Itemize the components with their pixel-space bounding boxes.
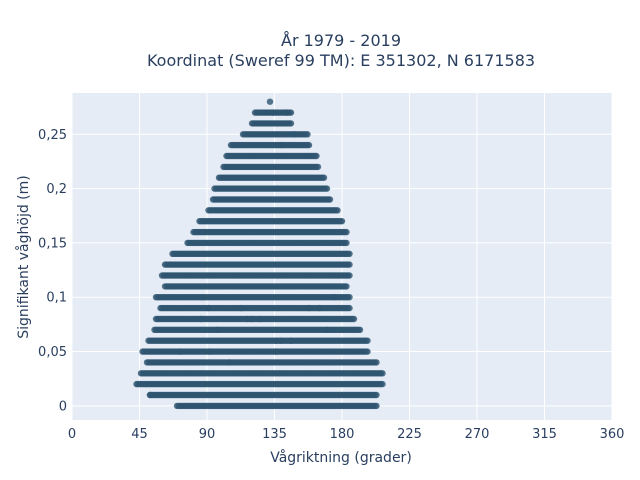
data-point (269, 109, 277, 116)
data-point (287, 337, 295, 344)
data-point (283, 109, 290, 116)
data-point (278, 141, 286, 149)
chart-title-line2: Koordinat (Sweref 99 TM): E 351302, N 61… (147, 51, 535, 70)
y-tick-label: 0,15 (38, 236, 67, 251)
data-point (305, 141, 313, 149)
data-point (320, 174, 328, 181)
data-point (277, 337, 284, 344)
data-point (346, 304, 353, 312)
x-axis-title: Vågriktning (grader) (270, 449, 412, 466)
data-point (343, 239, 350, 247)
chart-title-line1: År 1979 - 2019 (281, 31, 401, 50)
data-point (287, 109, 295, 116)
x-tick-label: 270 (465, 427, 490, 442)
data-point (346, 250, 353, 257)
y-axis-ticks: 0 0,05 0,1 0,15 0,2 0,25 (38, 128, 67, 415)
data-point (331, 294, 338, 301)
y-tick-label: 0 (59, 399, 67, 414)
data-point (244, 315, 251, 323)
y-tick-label: 0,25 (38, 128, 67, 143)
data-point (373, 391, 380, 399)
data-point (272, 348, 280, 355)
y-tick-label: 0,2 (46, 182, 67, 197)
data-point (206, 348, 214, 355)
data-point (256, 315, 263, 323)
x-tick-label: 315 (532, 427, 557, 442)
data-points (133, 98, 386, 410)
data-point (304, 131, 311, 138)
y-axis-title: Signifikant våghöjd (m) (15, 175, 32, 338)
data-point (199, 294, 206, 301)
data-point (266, 98, 274, 105)
x-tick-label: 135 (262, 427, 287, 442)
data-point (343, 283, 350, 290)
data-point (364, 337, 371, 344)
x-tick-label: 225 (397, 427, 422, 442)
x-tick-label: 0 (68, 427, 76, 442)
data-point (323, 185, 331, 192)
data-point (272, 337, 280, 344)
x-tick-label: 45 (131, 427, 148, 442)
x-tick-label: 90 (199, 427, 216, 442)
data-point (176, 348, 184, 355)
data-point (343, 228, 350, 236)
data-point (346, 294, 353, 301)
data-point (305, 304, 313, 312)
data-point (326, 196, 334, 203)
x-tick-label: 180 (330, 427, 355, 442)
data-point (346, 272, 353, 279)
data-point (197, 315, 205, 323)
data-point (334, 207, 341, 214)
data-point (379, 380, 386, 388)
data-point (226, 359, 233, 366)
data-point (313, 152, 320, 160)
data-point (287, 120, 295, 127)
data-point (214, 326, 221, 333)
data-point (238, 304, 245, 312)
y-tick-label: 0,05 (38, 345, 67, 360)
data-point (290, 131, 298, 138)
y-tick-label: 0,1 (46, 291, 67, 306)
data-point (346, 261, 353, 268)
data-point (314, 163, 322, 171)
x-axis-ticks: 0 45 90 135 180 225 270 315 360 (68, 427, 625, 442)
data-point (146, 391, 154, 399)
data-point (338, 218, 346, 225)
data-point (373, 402, 380, 410)
data-point (379, 370, 386, 377)
data-point (248, 315, 256, 323)
data-point (350, 315, 358, 323)
data-point (364, 348, 371, 355)
data-point (205, 304, 212, 312)
data-point (316, 304, 323, 312)
x-tick-label: 360 (600, 427, 625, 442)
data-point (356, 326, 364, 333)
data-point (323, 326, 331, 333)
data-point (373, 359, 380, 366)
